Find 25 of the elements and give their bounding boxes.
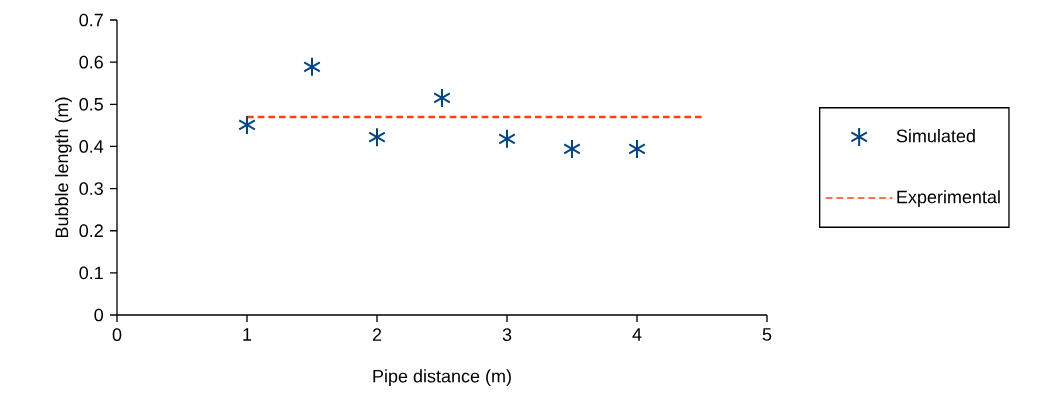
x-tick-label: 3 bbox=[502, 328, 512, 341]
point bbox=[628, 138, 646, 159]
y-tick-label: 0.2 bbox=[79, 224, 103, 238]
y-tick-label: 0.6 bbox=[79, 55, 103, 69]
point bbox=[303, 56, 321, 77]
point bbox=[368, 127, 386, 148]
y-tick-label: 0.5 bbox=[79, 97, 103, 111]
x-tick-label: 2 bbox=[372, 328, 382, 341]
x-tick-label: 5 bbox=[762, 328, 772, 341]
y-tick-label: 0 bbox=[94, 308, 104, 322]
legend-label: Experimental bbox=[897, 190, 1000, 207]
x-axis-title: Pipe distance (m) bbox=[373, 369, 511, 387]
y-tick-label: 0.7 bbox=[79, 13, 103, 27]
x-tick-label: 0 bbox=[112, 328, 122, 341]
point bbox=[238, 114, 256, 135]
legend-label: Simulated bbox=[896, 129, 975, 143]
x-tick-label: 1 bbox=[243, 328, 252, 341]
point bbox=[563, 138, 581, 159]
y-axis-title: Bubble length (m) bbox=[55, 97, 72, 238]
y-tick-label: 0.4 bbox=[79, 140, 104, 153]
y-tick-label: 0.1 bbox=[79, 266, 103, 280]
point bbox=[498, 128, 516, 149]
x-tick-label: 4 bbox=[632, 328, 642, 341]
y-tick-label: 0.3 bbox=[79, 182, 103, 195]
point bbox=[433, 87, 451, 108]
